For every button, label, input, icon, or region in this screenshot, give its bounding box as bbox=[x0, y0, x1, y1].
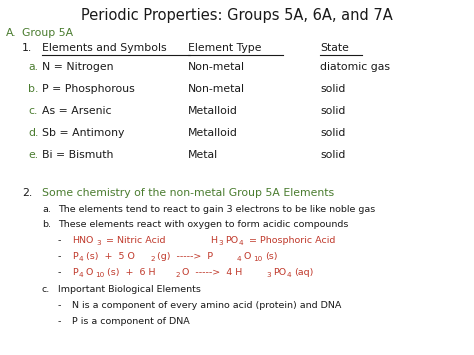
Text: -: - bbox=[58, 317, 61, 326]
Text: 4: 4 bbox=[237, 256, 242, 262]
Text: HNO: HNO bbox=[72, 236, 93, 245]
Text: b.: b. bbox=[42, 220, 51, 229]
Text: solid: solid bbox=[320, 84, 346, 94]
Text: -: - bbox=[58, 301, 61, 310]
Text: O  ----->  4 H: O -----> 4 H bbox=[182, 268, 242, 277]
Text: Sb = Antimony: Sb = Antimony bbox=[42, 128, 124, 138]
Text: PO: PO bbox=[225, 236, 238, 245]
Text: (s)  +  5 O: (s) + 5 O bbox=[86, 252, 135, 261]
Text: N = Nitrogen: N = Nitrogen bbox=[42, 62, 113, 72]
Text: H: H bbox=[210, 236, 217, 245]
Text: c.: c. bbox=[42, 285, 50, 294]
Text: Metalloid: Metalloid bbox=[188, 128, 238, 138]
Text: -: - bbox=[58, 236, 61, 245]
Text: 3: 3 bbox=[218, 240, 223, 246]
Text: O: O bbox=[86, 268, 93, 277]
Text: Non-metal: Non-metal bbox=[188, 62, 245, 72]
Text: Periodic Properties: Groups 5A, 6A, and 7A: Periodic Properties: Groups 5A, 6A, and … bbox=[81, 8, 393, 23]
Text: Non-metal: Non-metal bbox=[188, 84, 245, 94]
Text: 3: 3 bbox=[96, 240, 100, 246]
Text: P: P bbox=[72, 252, 78, 261]
Text: P is a component of DNA: P is a component of DNA bbox=[72, 317, 190, 326]
Text: (s): (s) bbox=[265, 252, 277, 261]
Text: Group 5A: Group 5A bbox=[22, 28, 73, 38]
Text: Bi = Bismuth: Bi = Bismuth bbox=[42, 150, 113, 160]
Text: Important Biological Elements: Important Biological Elements bbox=[58, 285, 201, 294]
Text: 4: 4 bbox=[239, 240, 244, 246]
Text: O: O bbox=[244, 252, 251, 261]
Text: N is a component of every amino acid (protein) and DNA: N is a component of every amino acid (pr… bbox=[72, 301, 341, 310]
Text: P: P bbox=[72, 268, 78, 277]
Text: A.: A. bbox=[6, 28, 17, 38]
Text: a.: a. bbox=[42, 205, 51, 214]
Text: (aq): (aq) bbox=[294, 268, 313, 277]
Text: As = Arsenic: As = Arsenic bbox=[42, 106, 111, 116]
Text: 2.: 2. bbox=[22, 188, 32, 198]
Text: solid: solid bbox=[320, 106, 346, 116]
Text: 2: 2 bbox=[175, 272, 180, 278]
Text: b.: b. bbox=[28, 84, 38, 94]
Text: 4: 4 bbox=[79, 256, 83, 262]
Text: 4: 4 bbox=[287, 272, 292, 278]
Text: diatomic gas: diatomic gas bbox=[320, 62, 390, 72]
Text: 10: 10 bbox=[253, 256, 262, 262]
Text: Element Type: Element Type bbox=[188, 43, 262, 53]
Text: (g)  ----->  P: (g) -----> P bbox=[157, 252, 213, 261]
Text: a.: a. bbox=[28, 62, 38, 72]
Text: solid: solid bbox=[320, 150, 346, 160]
Text: = Phosphoric Acid: = Phosphoric Acid bbox=[246, 236, 336, 245]
Text: = Nitric Acid: = Nitric Acid bbox=[103, 236, 165, 245]
Text: State: State bbox=[320, 43, 349, 53]
Text: Elements and Symbols: Elements and Symbols bbox=[42, 43, 167, 53]
Text: (s)  +  6 H: (s) + 6 H bbox=[107, 268, 155, 277]
Text: solid: solid bbox=[320, 128, 346, 138]
Text: Some chemistry of the non-metal Group 5A Elements: Some chemistry of the non-metal Group 5A… bbox=[42, 188, 334, 198]
Text: 2: 2 bbox=[150, 256, 155, 262]
Text: e.: e. bbox=[28, 150, 38, 160]
Text: These elements react with oxygen to form acidic compounds: These elements react with oxygen to form… bbox=[58, 220, 348, 229]
Text: d.: d. bbox=[28, 128, 38, 138]
Text: 10: 10 bbox=[95, 272, 104, 278]
Text: 4: 4 bbox=[79, 272, 83, 278]
Text: c.: c. bbox=[28, 106, 37, 116]
Text: 3: 3 bbox=[266, 272, 271, 278]
Text: PO: PO bbox=[273, 268, 286, 277]
Text: -: - bbox=[58, 268, 61, 277]
Text: Metalloid: Metalloid bbox=[188, 106, 238, 116]
Text: 1.: 1. bbox=[22, 43, 32, 53]
Text: Metal: Metal bbox=[188, 150, 218, 160]
Text: -: - bbox=[58, 252, 61, 261]
Text: P = Phosphorous: P = Phosphorous bbox=[42, 84, 135, 94]
Text: The elements tend to react to gain 3 electrons to be like noble gas: The elements tend to react to gain 3 ele… bbox=[58, 205, 375, 214]
